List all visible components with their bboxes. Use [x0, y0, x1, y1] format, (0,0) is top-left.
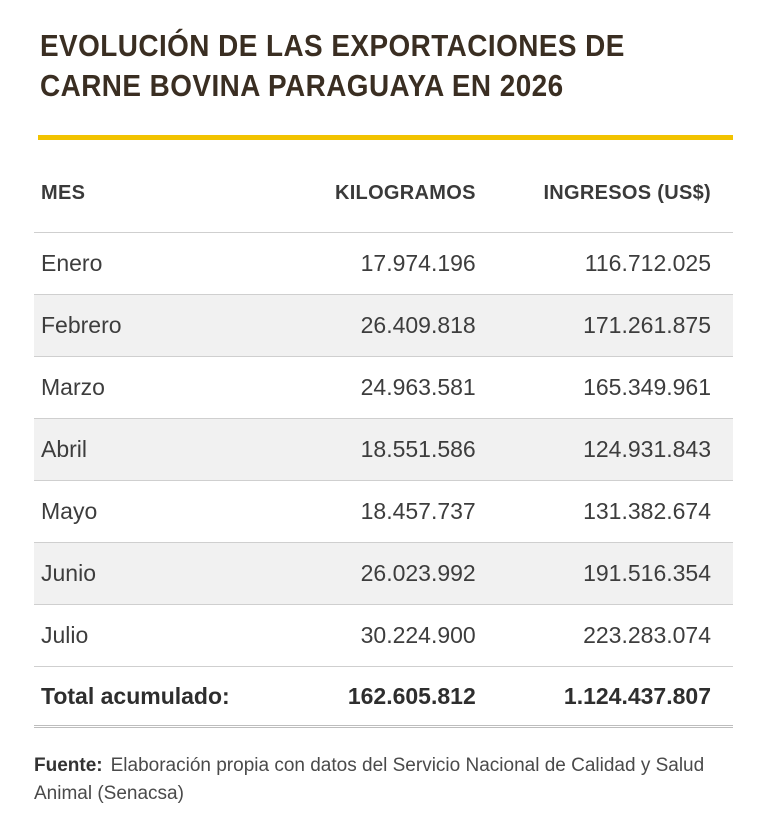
- table-row: Enero 17.974.196 116.712.025: [34, 232, 733, 295]
- cell-mes: Abril: [34, 418, 295, 481]
- source-text: Elaboración propia con datos del Servici…: [34, 755, 705, 804]
- cell-ingresos: 124.931.843: [497, 418, 733, 481]
- cell-mes: Julio: [34, 604, 295, 667]
- cell-kilogramos: 24.963.581: [294, 356, 498, 419]
- cell-ingresos: 191.516.354: [497, 542, 733, 605]
- cell-ingresos: 171.261.875: [497, 294, 733, 357]
- cell-mes: Enero: [34, 232, 295, 295]
- table-row: Abril 18.551.586 124.931.843: [34, 418, 733, 481]
- total-row: Total acumulado: 162.605.812 1.124.437.807: [34, 666, 733, 728]
- cell-mes: Mayo: [34, 480, 295, 543]
- table-row: Julio 30.224.900 223.283.074: [34, 604, 733, 667]
- cell-mes: Marzo: [34, 356, 295, 419]
- table-row: Febrero 26.409.818 171.261.875: [34, 294, 733, 357]
- source-label: Fuente:: [34, 755, 103, 776]
- cell-kilogramos: 30.224.900: [294, 604, 498, 667]
- accent-divider: [38, 135, 733, 140]
- table-header-row: MES KILOGRAMOS INGRESOS (US$): [34, 155, 733, 233]
- cell-kilogramos: 18.457.737: [294, 480, 498, 543]
- cell-mes: Febrero: [34, 294, 295, 357]
- total-cell-kilogramos: 162.605.812: [294, 666, 498, 728]
- column-header-ingresos: INGRESOS (US$): [497, 155, 733, 233]
- cell-kilogramos: 17.974.196: [294, 232, 498, 295]
- cell-ingresos: 223.283.074: [497, 604, 733, 667]
- exports-table: MES KILOGRAMOS INGRESOS (US$) Enero 17.97…: [34, 155, 733, 728]
- column-header-kilogramos: KILOGRAMOS: [294, 155, 498, 233]
- cell-ingresos: 131.382.674: [497, 480, 733, 543]
- chart-title-line-1: EVOLUCIÓN DE LAS EXPORTACIONES DE: [40, 28, 625, 63]
- cell-mes: Junio: [34, 542, 295, 605]
- table-body: Enero 17.974.196 116.712.025 Febrero 26.409.…: [34, 232, 733, 728]
- total-cell-mes: Total acumulado:: [34, 666, 295, 728]
- cell-ingresos: 165.349.961: [497, 356, 733, 419]
- table-row: Marzo 24.963.581 165.349.961: [34, 356, 733, 419]
- table-row: Junio 26.023.992 191.516.354: [34, 542, 733, 605]
- chart-title: EVOLUCIÓN DE LAS EXPORTACIONES DE CARNE …: [40, 26, 670, 106]
- cell-kilogramos: 18.551.586: [294, 418, 498, 481]
- column-header-mes: MES: [34, 155, 295, 233]
- table-row: Mayo 18.457.737 131.382.674: [34, 480, 733, 543]
- cell-kilogramos: 26.023.992: [294, 542, 498, 605]
- source-note: Fuente: Elaboración propia con datos del …: [34, 752, 734, 808]
- cell-ingresos: 116.712.025: [497, 232, 733, 295]
- cell-kilogramos: 26.409.818: [294, 294, 498, 357]
- total-cell-ingresos: 1.124.437.807: [497, 666, 733, 728]
- chart-title-line-2: CARNE BOVINA PARAGUAYA EN 2026: [40, 68, 564, 103]
